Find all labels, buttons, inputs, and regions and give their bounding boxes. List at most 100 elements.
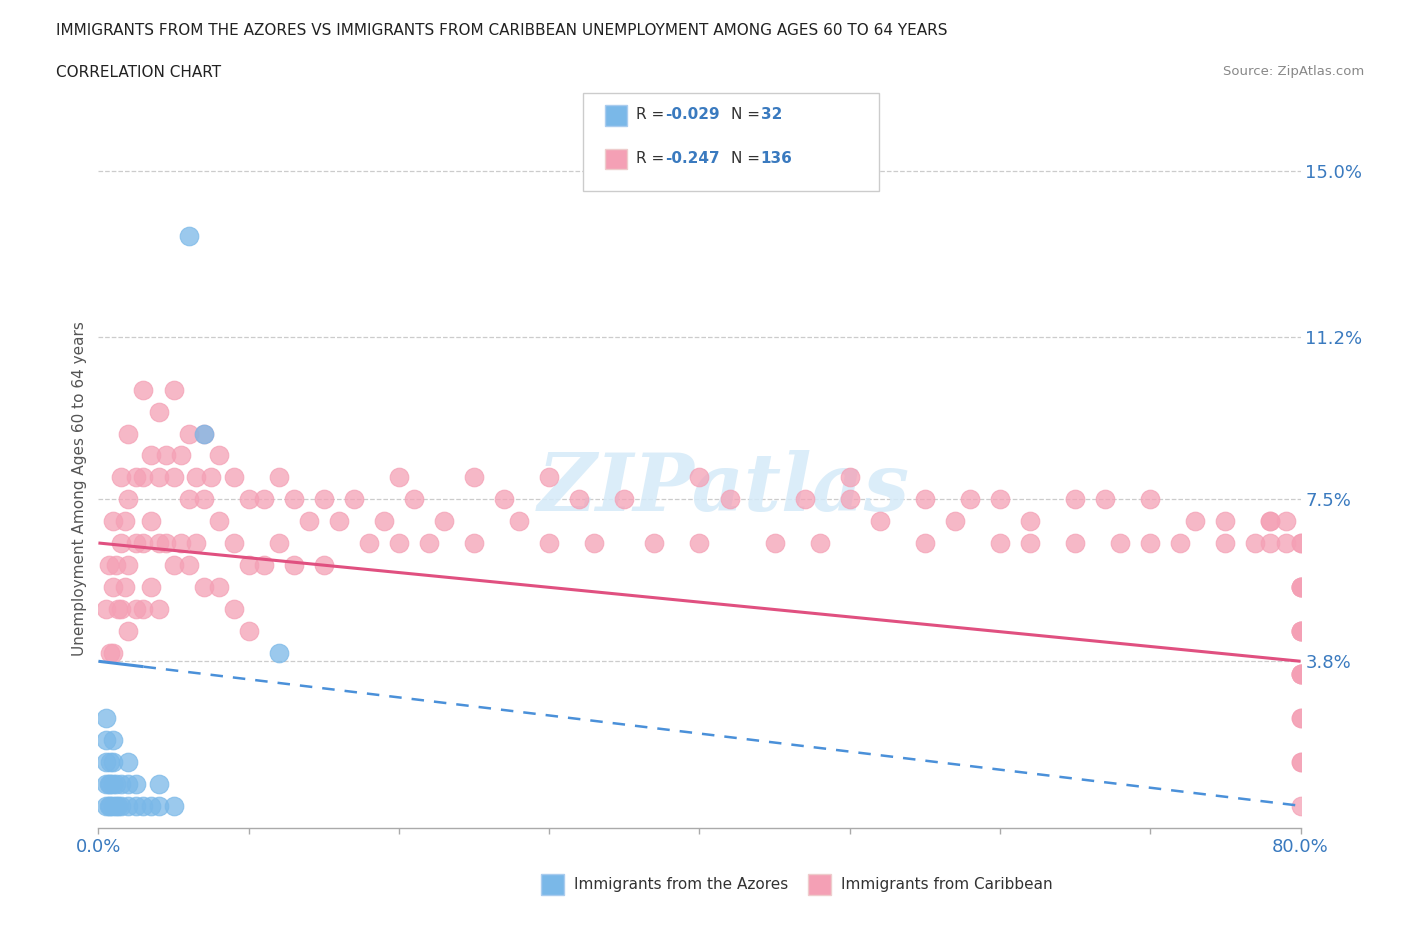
Point <box>1260 513 1282 528</box>
Point <box>1289 754 1312 769</box>
Point <box>583 536 606 551</box>
Point <box>718 492 741 507</box>
Point <box>125 602 148 617</box>
Point <box>107 798 129 813</box>
Point <box>105 557 128 572</box>
Point <box>689 470 711 485</box>
Text: Immigrants from the Azores: Immigrants from the Azores <box>574 877 787 892</box>
Point <box>162 557 184 572</box>
Point <box>162 798 184 813</box>
Point <box>193 492 215 507</box>
Point <box>117 798 139 813</box>
Point <box>463 536 485 551</box>
Point <box>1260 536 1282 551</box>
Point <box>105 777 128 791</box>
Point <box>132 536 155 551</box>
Point <box>494 492 516 507</box>
Point <box>139 579 162 594</box>
Point <box>238 557 260 572</box>
Point <box>222 470 245 485</box>
Point <box>959 492 981 507</box>
Point <box>1215 536 1237 551</box>
Point <box>117 777 139 791</box>
Point <box>132 798 155 813</box>
Point <box>838 470 860 485</box>
Point <box>132 470 155 485</box>
Point <box>148 470 170 485</box>
Point <box>148 536 170 551</box>
Point <box>103 777 125 791</box>
Point <box>117 623 139 638</box>
Point <box>208 513 231 528</box>
Point <box>103 513 125 528</box>
Point <box>184 470 207 485</box>
Point <box>238 623 260 638</box>
Point <box>1289 798 1312 813</box>
Point <box>139 448 162 463</box>
Point <box>1139 492 1161 507</box>
Point <box>1064 492 1087 507</box>
Point <box>253 492 276 507</box>
Text: 136: 136 <box>761 151 793 166</box>
Text: -0.029: -0.029 <box>665 107 720 122</box>
Point <box>125 777 148 791</box>
Point <box>170 448 193 463</box>
Text: IMMIGRANTS FROM THE AZORES VS IMMIGRANTS FROM CARIBBEAN UNEMPLOYMENT AMONG AGES : IMMIGRANTS FROM THE AZORES VS IMMIGRANTS… <box>56 23 948 38</box>
Point <box>184 536 207 551</box>
Point <box>1289 711 1312 725</box>
Point <box>238 492 260 507</box>
Point <box>148 777 170 791</box>
Point <box>1139 536 1161 551</box>
Point <box>170 536 193 551</box>
Point <box>139 513 162 528</box>
Point <box>117 557 139 572</box>
Point <box>110 470 132 485</box>
Point <box>94 754 117 769</box>
Text: N =: N = <box>731 107 765 122</box>
Point <box>267 470 290 485</box>
Point <box>125 470 148 485</box>
Point <box>1289 667 1312 682</box>
Point <box>103 733 125 748</box>
Point <box>357 536 380 551</box>
Point <box>1289 623 1312 638</box>
Point <box>253 557 276 572</box>
Text: CORRELATION CHART: CORRELATION CHART <box>56 65 221 80</box>
Point <box>155 536 177 551</box>
Point <box>222 536 245 551</box>
Point <box>132 382 155 397</box>
Text: Immigrants from Caribbean: Immigrants from Caribbean <box>841 877 1053 892</box>
Point <box>1109 536 1132 551</box>
Text: ZIPatlas: ZIPatlas <box>537 449 910 527</box>
Point <box>139 798 162 813</box>
Point <box>838 492 860 507</box>
Point <box>298 513 321 528</box>
Point <box>508 513 530 528</box>
Point <box>100 798 122 813</box>
Point <box>283 492 305 507</box>
Point <box>103 754 125 769</box>
Point <box>1289 579 1312 594</box>
Point <box>208 448 231 463</box>
Point <box>869 513 891 528</box>
Point <box>1244 536 1267 551</box>
Point <box>117 426 139 441</box>
Point <box>1289 579 1312 594</box>
Point <box>1289 623 1312 638</box>
Point <box>94 711 117 725</box>
Point <box>94 602 117 617</box>
Point <box>418 536 440 551</box>
Point <box>568 492 591 507</box>
Point <box>1289 623 1312 638</box>
Point <box>1289 711 1312 725</box>
Point <box>97 798 120 813</box>
Point <box>110 798 132 813</box>
Point <box>117 754 139 769</box>
Point <box>148 798 170 813</box>
Point <box>538 470 561 485</box>
Point <box>162 470 184 485</box>
Point <box>763 536 786 551</box>
Point <box>117 492 139 507</box>
Point <box>1289 754 1312 769</box>
Point <box>162 382 184 397</box>
